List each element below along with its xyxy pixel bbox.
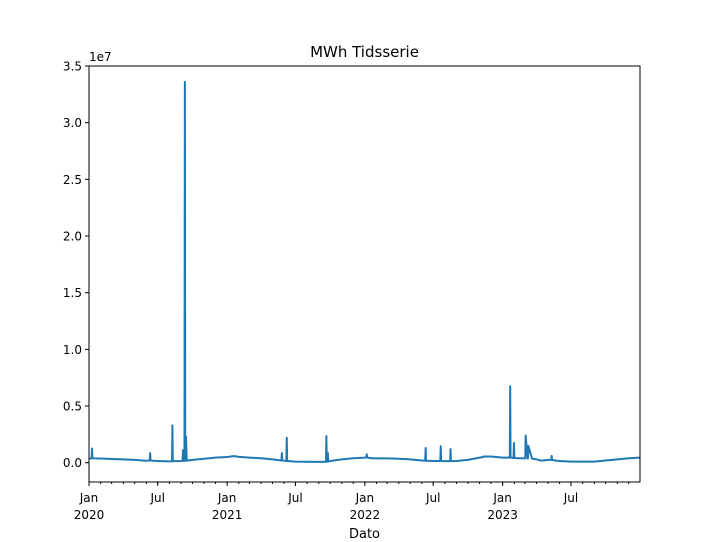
x-tick-label-3: Jul (287, 491, 302, 505)
x-axis-label: Dato (349, 527, 380, 542)
x-tick-label-4: Jan (355, 491, 375, 505)
x-tick-year-label-6: 2023 (487, 508, 518, 522)
y-tick-label-2: 1.0 (63, 343, 82, 357)
x-tick-label-6: Jan (492, 491, 512, 505)
y-tick-label-6: 3.0 (63, 116, 82, 130)
x-tick-year-label-0: 2020 (74, 508, 105, 522)
x-axis: Jan 2020 Jul Jan 2021 Jul Jan 2022 Jul Jan 2023 Jul (74, 482, 630, 522)
series-line-0 (88, 80, 641, 463)
y-tick-label-4: 2.0 (63, 230, 82, 244)
chart-title: MWh Tidsserie (310, 43, 419, 61)
y-tick-label-5: 2.5 (63, 173, 82, 187)
x-tick-label-0: Jan (79, 491, 99, 505)
y-tick-label-3: 1.5 (63, 286, 82, 300)
x-tick-label-2: Jan (217, 491, 237, 505)
plot-area (88, 80, 641, 463)
y-tick-label-1: 0.5 (63, 400, 82, 414)
y-tick-label-0: 0.0 (63, 456, 82, 470)
x-tick-year-label-2: 2021 (212, 508, 243, 522)
y-axis-offset-label: 1e7 (89, 50, 112, 64)
x-tick-label-5: Jul (425, 491, 440, 505)
y-axis: 0.0 0.5 1.0 1.5 2.0 2.5 3.0 3.5 (63, 60, 89, 470)
x-tick-year-label-4: 2022 (350, 508, 381, 522)
y-tick-label-7: 3.5 (63, 60, 82, 74)
x-tick-label-1: Jul (149, 491, 164, 505)
x-tick-label-7: Jul (563, 491, 578, 505)
